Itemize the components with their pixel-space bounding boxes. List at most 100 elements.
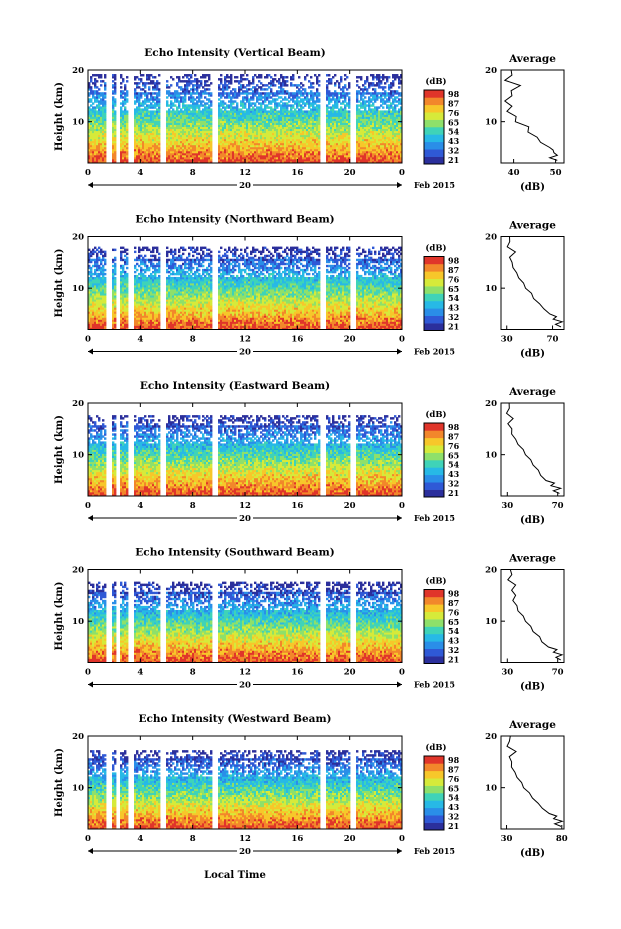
heatmap-cell	[152, 106, 155, 109]
heatmap-cell	[204, 122, 207, 125]
heatmap-cell	[138, 104, 141, 107]
heatmap-cell	[94, 124, 97, 128]
heatmap-cell	[310, 112, 313, 115]
heatmap-cell	[278, 112, 281, 115]
heatmap-cell	[240, 84, 243, 87]
heatmap-cell	[270, 138, 273, 142]
heatmap-cell	[96, 130, 99, 134]
heatmap-cell	[144, 138, 147, 142]
heatmap-cell	[268, 136, 271, 140]
heatmap-cell	[198, 84, 201, 87]
heatmap-cell	[88, 114, 91, 117]
heatmap-cell	[182, 128, 185, 132]
heatmap-cell	[256, 146, 259, 150]
heatmap-cell	[194, 158, 197, 162]
heatmap-cell	[182, 124, 185, 128]
heatmap-cell	[210, 116, 213, 119]
heatmap-cell	[264, 134, 267, 138]
heatmap-cell	[232, 116, 235, 119]
heatmap-cell	[144, 140, 147, 144]
heatmap-cell	[282, 124, 285, 128]
heatmap-cell	[284, 102, 287, 105]
heatmap-cell	[310, 76, 313, 79]
heatmap-cell	[204, 108, 207, 111]
heatmap-cell	[142, 138, 145, 142]
heatmap-cell	[138, 136, 141, 140]
heatmap-cell	[248, 120, 251, 123]
heatmap-cell	[218, 124, 221, 128]
heatmap-cell	[224, 88, 227, 91]
heatmap-cell	[120, 146, 123, 150]
heatmap-cell	[92, 156, 95, 160]
heatmap-cell	[152, 142, 155, 146]
heatmap-cell	[142, 144, 145, 148]
heatmap-cell	[306, 132, 309, 136]
x-tick-label: 4	[137, 168, 143, 178]
heatmap-cell	[200, 84, 203, 87]
heatmap-cell	[244, 116, 247, 119]
heatmap-cell	[152, 88, 155, 91]
heatmap-cell	[90, 126, 93, 130]
heatmap-cell	[260, 146, 263, 150]
heatmap-cell	[166, 112, 169, 115]
heatmap-cell	[90, 118, 93, 121]
heatmap-cell	[168, 92, 171, 95]
heatmap-cell	[140, 112, 143, 115]
heatmap-cell	[312, 152, 315, 156]
heatmap-cell	[198, 134, 201, 138]
heatmap-cell	[198, 94, 201, 97]
heatmap-cell	[296, 156, 299, 160]
heatmap-cell	[144, 134, 147, 138]
heatmap-cell	[226, 156, 229, 160]
heatmap-cell	[272, 136, 275, 140]
heatmap-cell	[290, 94, 293, 97]
heatmap-cell	[142, 84, 145, 87]
heatmap-cell	[194, 104, 197, 107]
heatmap-cell	[204, 112, 207, 115]
heatmap-cell	[104, 116, 107, 119]
heatmap-cell	[294, 112, 297, 115]
heatmap-cell	[316, 104, 319, 107]
heatmap-cell	[178, 122, 181, 125]
heatmap-cell	[250, 148, 253, 152]
heatmap-cell	[190, 76, 193, 79]
heatmap-cell	[292, 136, 295, 140]
heatmap-cell	[136, 128, 139, 132]
heatmap-cell	[198, 112, 201, 115]
heatmap-cell	[286, 90, 289, 93]
heatmap-cell	[208, 122, 211, 125]
heatmap-cell	[192, 154, 195, 158]
heatmap-cell	[88, 126, 91, 130]
heatmap-cell	[248, 138, 251, 142]
heatmap-cell	[202, 154, 205, 158]
heatmap-cell	[184, 108, 187, 111]
heatmap-cell	[298, 160, 301, 164]
heatmap-cell	[172, 114, 175, 117]
heatmap-cell	[194, 126, 197, 130]
heatmap-cell	[204, 142, 207, 146]
heatmap-cell	[292, 84, 295, 87]
heatmap-cell	[274, 110, 277, 113]
heatmap-cell	[266, 112, 269, 115]
heatmap-cell	[154, 124, 157, 128]
heatmap-cell	[222, 110, 225, 113]
heatmap-cell	[316, 148, 319, 152]
heatmap-cell	[312, 128, 315, 132]
heatmap-cell	[170, 126, 173, 130]
heatmap-cell	[180, 98, 183, 101]
heatmap-cell	[252, 148, 255, 152]
heatmap-cell	[328, 96, 331, 99]
heatmap-cell	[138, 120, 141, 123]
heatmap-cell	[292, 76, 295, 79]
heatmap-cell	[292, 126, 295, 130]
heatmap-cell	[104, 96, 107, 99]
heatmap-cell	[184, 96, 187, 99]
heatmap-cell	[306, 98, 309, 101]
heatmap-cell	[208, 110, 211, 113]
heatmap-cell	[240, 130, 243, 134]
heatmap-cell	[266, 118, 269, 121]
heatmap-cell	[144, 86, 147, 89]
heatmap-cell	[100, 76, 103, 79]
heatmap-cell	[210, 142, 213, 146]
heatmap-cell	[282, 98, 285, 101]
